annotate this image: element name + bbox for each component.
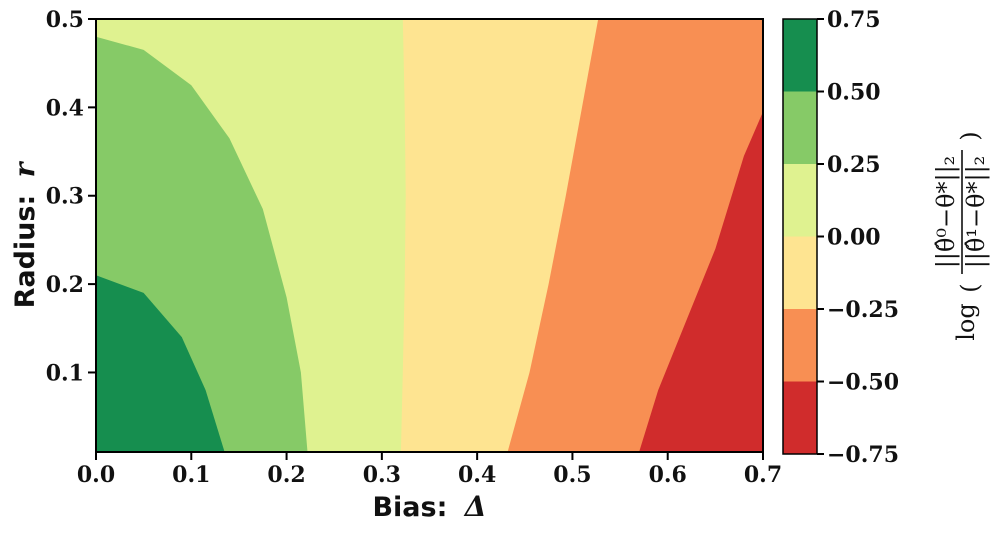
colorbar-ticks: −0.75 −0.50 −0.25 0.00 0.25 0.50 0.75 bbox=[817, 7, 899, 468]
colorbar-tick-label: −0.50 bbox=[827, 370, 899, 396]
y-tick-label: 0.1 bbox=[46, 360, 84, 386]
contour-regions bbox=[96, 19, 763, 453]
colorbar-label-denominator: ||θ̂¹−θ*||₂ bbox=[962, 156, 991, 269]
colorbar-band bbox=[783, 91, 817, 164]
x-tick-label: 0.5 bbox=[553, 462, 591, 488]
x-tick-label: 0.3 bbox=[363, 462, 401, 488]
region-level-minus0.75-to-minus0.50 bbox=[639, 111, 763, 453]
colorbar-tick-label: −0.25 bbox=[827, 297, 899, 323]
colorbar-band bbox=[783, 164, 817, 237]
colorbar-tick-label: 0.50 bbox=[827, 80, 881, 106]
colorbar-label-numerator: ||θ̂⁰−θ*||₂ bbox=[932, 156, 961, 269]
colorbar-band bbox=[783, 19, 817, 92]
colorbar-tick-label: 0.25 bbox=[827, 152, 881, 178]
y-tick-label: 0.4 bbox=[46, 95, 84, 121]
y-tick-label: 0.3 bbox=[46, 184, 84, 210]
y-axis-label-text: Radius: bbox=[10, 195, 41, 309]
x-tick-label: 0.4 bbox=[458, 462, 496, 488]
colorbar-tick-label: 0.75 bbox=[827, 7, 881, 33]
x-tick-label: 0.6 bbox=[649, 462, 687, 488]
y-axis-ticks: 0.1 0.2 0.3 0.4 0.5 bbox=[46, 7, 96, 386]
colorbar-band bbox=[783, 236, 817, 309]
y-axis-label-symbol: r bbox=[8, 160, 41, 177]
colorbar-tick-label: −0.75 bbox=[827, 442, 899, 468]
y-axis-label: Radius: r bbox=[8, 160, 41, 308]
x-axis-label: Bias: Δ bbox=[372, 490, 486, 523]
colorbar bbox=[783, 19, 817, 454]
x-axis-ticks: 0.0 0.1 0.2 0.3 0.4 0.5 0.6 0.7 bbox=[77, 452, 782, 488]
y-tick-label: 0.5 bbox=[46, 7, 84, 33]
colorbar-label-open-paren: ( bbox=[956, 283, 984, 292]
colorbar-band bbox=[783, 309, 817, 382]
colorbar-tick-label: 0.00 bbox=[827, 225, 881, 251]
y-tick-label: 0.2 bbox=[46, 272, 84, 298]
x-tick-label: 0.7 bbox=[744, 462, 782, 488]
colorbar-band bbox=[783, 381, 817, 454]
region-level-0.50-to-0.75 bbox=[96, 275, 225, 452]
plot-frame bbox=[95, 18, 764, 453]
x-tick-label: 0.1 bbox=[172, 462, 210, 488]
x-tick-label: 0.0 bbox=[77, 462, 115, 488]
x-axis-label-text: Bias: bbox=[372, 492, 447, 523]
colorbar-label-close-paren: ) bbox=[956, 131, 984, 140]
colorbar-label: log ( ||θ̂⁰−θ*||₂ ||θ̂¹−θ*||₂ ) bbox=[932, 131, 991, 340]
x-axis-label-symbol: Δ bbox=[463, 490, 487, 523]
colorbar-label-func: log bbox=[952, 303, 980, 341]
x-tick-label: 0.2 bbox=[267, 462, 305, 488]
